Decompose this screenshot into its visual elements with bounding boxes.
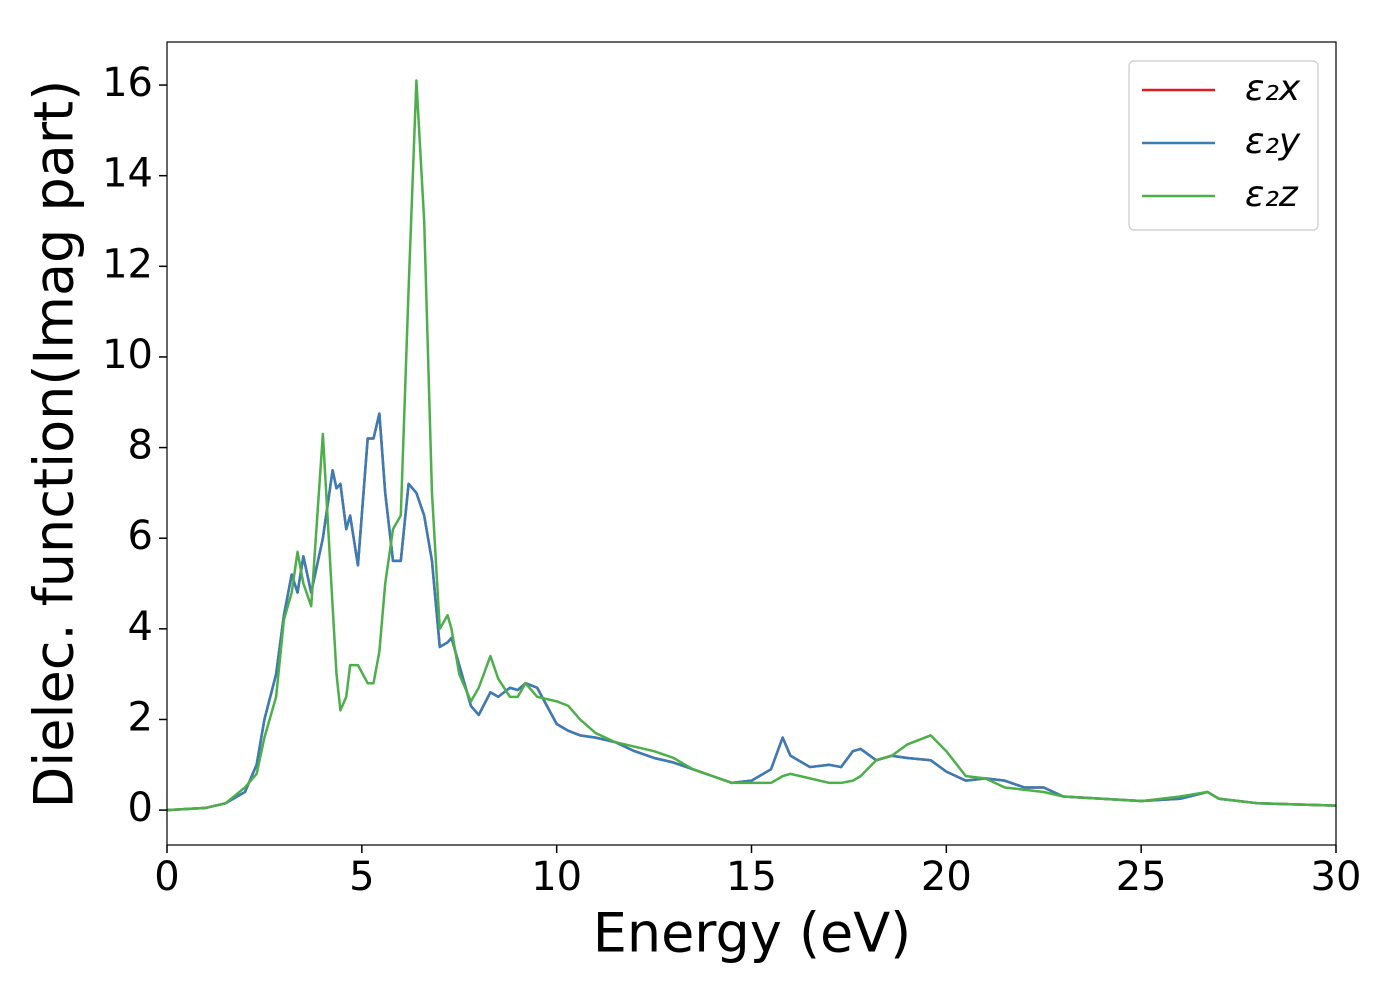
legend-label: ε₂x <box>1245 68 1301 109</box>
y-tick-label: 14 <box>102 151 153 197</box>
x-tick-label: 20 <box>921 854 972 900</box>
x-axis-label: Energy (eV) <box>593 902 912 965</box>
y-tick-label: 10 <box>102 332 153 378</box>
x-tick-label: 0 <box>154 854 179 900</box>
y-tick-label: 12 <box>102 241 153 287</box>
y-tick-label: 0 <box>128 785 153 831</box>
plot-frame <box>166 41 1337 846</box>
series-line <box>166 79 1337 812</box>
y-axis-label: Dielec. function(Imag part) <box>23 80 86 809</box>
legend-box <box>1128 60 1319 231</box>
y-tick-label: 4 <box>128 604 153 650</box>
y-tick-label: 2 <box>128 694 153 740</box>
y-tick-label: 8 <box>128 423 153 469</box>
series-line <box>166 412 1337 812</box>
x-tick-label: 15 <box>726 854 777 900</box>
series-line <box>166 412 1337 812</box>
x-tick-label: 25 <box>1116 854 1167 900</box>
y-tick-label: 16 <box>102 60 153 106</box>
x-tick-label: 10 <box>531 854 582 900</box>
x-tick-label: 30 <box>1311 854 1362 900</box>
legend-label: ε₂z <box>1245 174 1299 215</box>
y-tick-label: 6 <box>128 513 153 559</box>
x-tick-label: 5 <box>349 854 374 900</box>
legend-label: ε₂y <box>1245 121 1301 162</box>
